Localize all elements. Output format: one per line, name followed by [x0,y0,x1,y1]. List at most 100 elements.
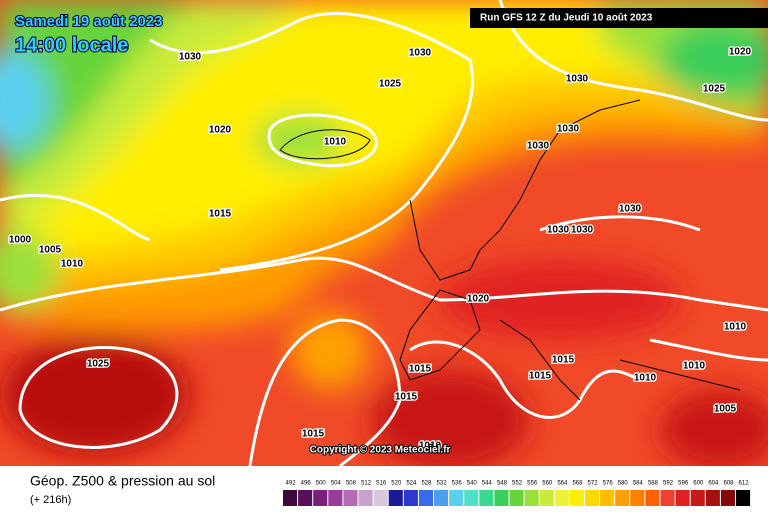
legend-swatch [600,490,615,506]
legend-label: 560 [542,481,553,487]
legend-swatch [615,490,630,506]
isobar-label: 1015 [395,392,418,403]
isobar-label: 1005 [714,404,737,415]
legend-swatch [343,490,358,506]
isobar-label: 1030 [566,74,589,85]
legend-label: 496 [301,481,312,487]
legend-swatch [630,490,645,506]
isobar-label: 1010 [634,373,657,384]
isobar-label: 1030 [557,124,580,135]
legend-swatch [434,490,449,506]
legend-swatch [554,490,569,506]
legend-label: 544 [482,481,493,487]
legend-swatch [509,490,524,506]
isobar-label: 1030 [527,141,550,152]
legend-swatch [464,490,479,506]
legend-label: 588 [648,481,659,487]
legend-label: 612 [739,481,750,487]
legend-label: 584 [633,481,644,487]
legend-label: 508 [346,481,357,487]
legend-swatch [675,490,690,506]
legend-swatch [403,490,418,506]
run-box [470,8,768,28]
isobar-label: 1020 [467,294,490,305]
legend-label: 552 [512,481,523,487]
legend-label: 564 [557,481,568,487]
isobar-label: 1015 [552,355,575,366]
copyright: Copyright © 2023 Meteociel.fr [310,445,451,456]
isobar-label: 1030 [547,225,570,236]
legend-swatch [418,490,433,506]
isobar-label: 1015 [209,209,232,220]
legend-label: 556 [527,481,538,487]
coastlines [279,99,741,401]
legend-label: 540 [467,481,478,487]
legend-swatch [298,490,313,506]
legend-label: 604 [708,481,719,487]
legend-swatch [539,490,554,506]
legend-label: 536 [452,481,463,487]
legend-swatch [313,490,328,506]
isobar-label: 1015 [529,371,552,382]
isobar-label: 1030 [409,48,432,59]
legend-label: 500 [316,481,327,487]
isobar-label: 1030 [619,204,642,215]
legend-label: 492 [286,481,297,487]
legend-label: 600 [693,481,704,487]
legend-label: 568 [572,481,583,487]
isobar-label: 1010 [683,361,706,372]
legend-swatch [358,490,373,506]
legend-label: 516 [376,481,387,487]
legend-swatch [373,490,388,506]
legend-label: 532 [437,481,448,487]
isobar-label: 1025 [87,359,110,370]
legend-swatch [660,490,675,506]
isobar-label: 1010 [419,441,442,452]
legend-swatch [720,490,735,506]
isobar-label: 1020 [729,47,752,58]
legend-swatch [479,490,494,506]
legend-label: 572 [588,481,599,487]
legend-swatch [690,490,705,506]
isobar-label: 1015 [409,364,432,375]
legend-swatch [494,490,509,506]
legend-label: 576 [603,481,614,487]
legend-swatch [736,490,751,506]
legend-label: 512 [361,481,372,487]
legend-label: 548 [497,481,508,487]
legend-swatch [705,490,720,506]
isobar-label: 1020 [209,125,232,136]
isobar-label: 1010 [61,259,84,270]
legend-label: 520 [391,481,402,487]
legend-swatch [283,490,298,506]
legend: 492 496 500 504 508 512 516 520 524 528 532 536 540 5… [283,481,751,506]
isobar-label: 1000 [9,235,32,246]
legend-swatch [388,490,403,506]
footer-title: Géop. Z500 & pression au sol [30,473,215,489]
footer-lead: (+ 216h) [30,494,71,506]
isobar-label: 1005 [39,245,62,256]
isobar-label: 1025 [379,79,402,90]
legend-swatch [524,490,539,506]
legend-label: 592 [663,481,674,487]
isobar-label: 1015 [302,429,325,440]
isobar-label: 1030 [571,225,594,236]
isobar-label: 1010 [724,322,747,333]
isobar-label: 1025 [703,84,726,95]
time: 14:00 locale [15,34,128,56]
legend-label: 504 [331,481,342,487]
legend-swatch [645,490,660,506]
legend-label: 580 [618,481,629,487]
run-label: Run GFS 12 Z du Jeudi 10 août 2023 [480,13,653,24]
legend-label: 524 [406,481,417,487]
legend-swatch [585,490,600,506]
legend-label: 528 [421,481,432,487]
isobar-label: 1010 [324,137,347,148]
legend-label: 608 [723,481,734,487]
date: Samedi 19 août 2023 [15,13,163,30]
isobars [0,0,768,466]
field [0,0,768,466]
legend-swatch [328,490,343,506]
